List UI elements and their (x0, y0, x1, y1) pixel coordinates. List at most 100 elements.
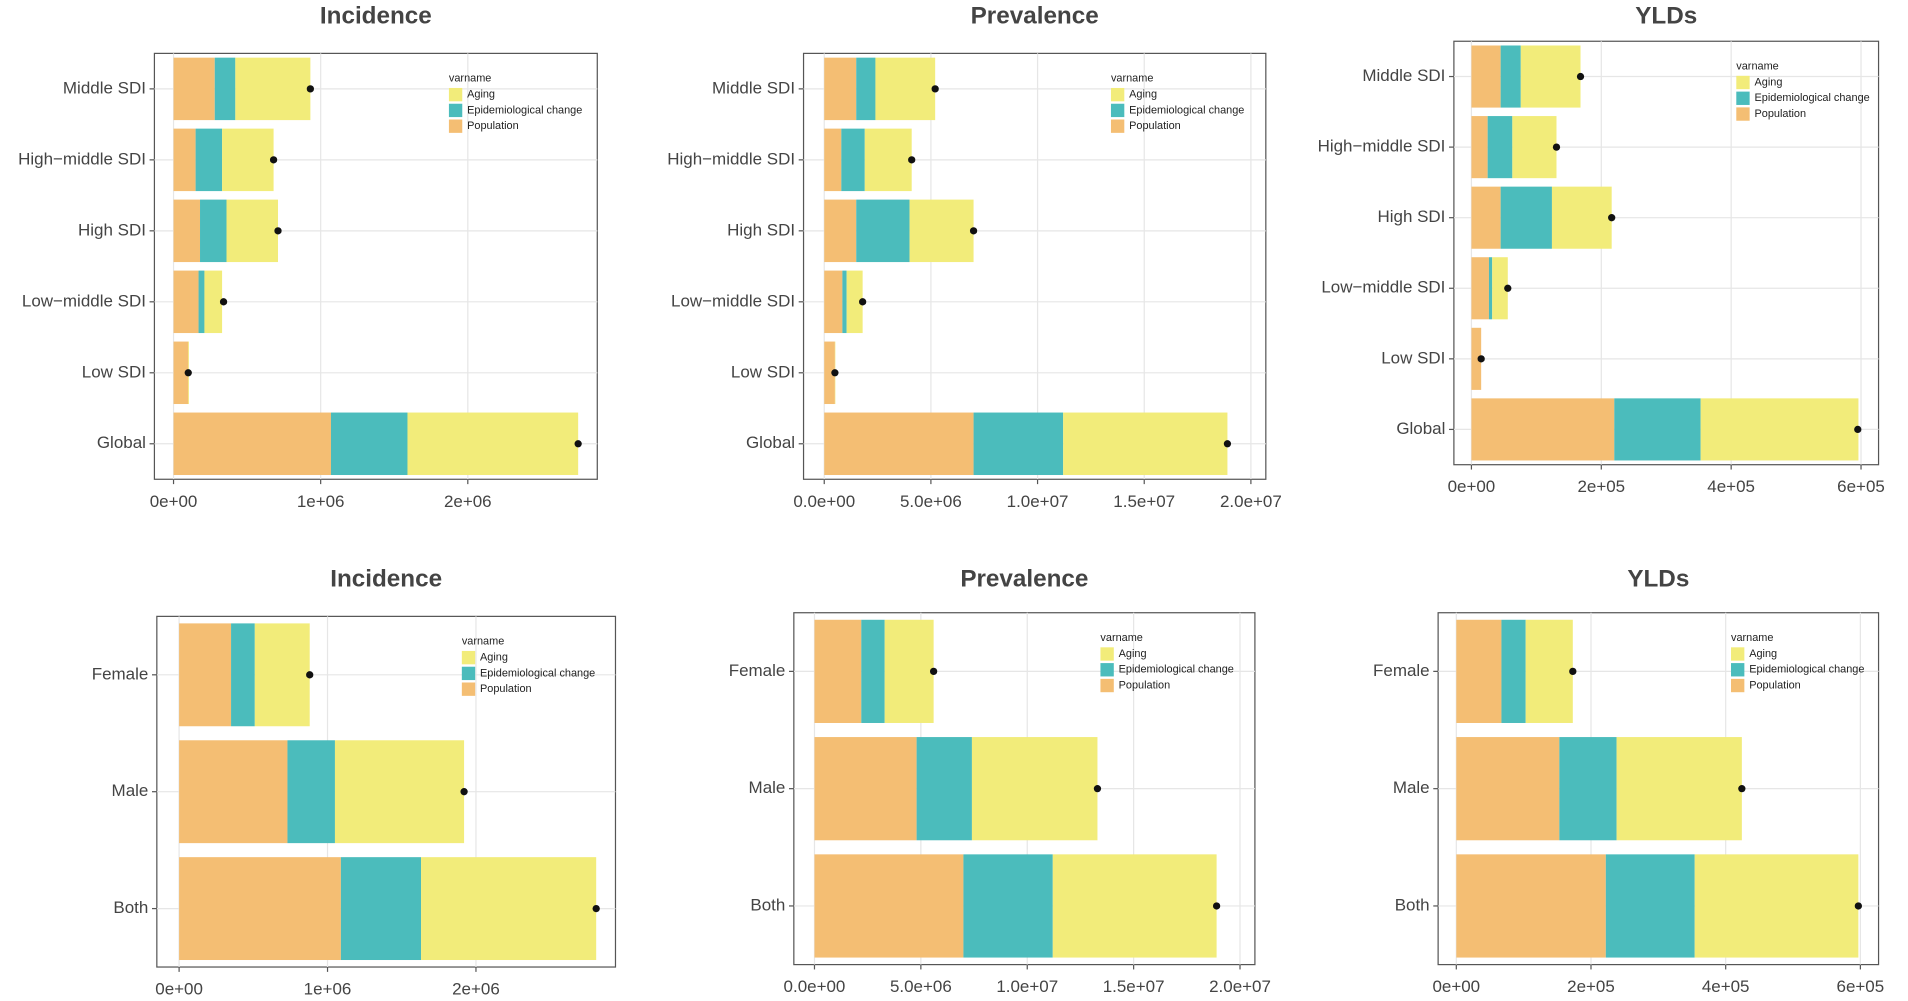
y-tick-label: Low−middle SDI (22, 291, 146, 310)
bar-segment (340, 857, 422, 961)
total-point (1093, 785, 1102, 793)
bar-segment (204, 270, 223, 334)
bar-segment (1559, 737, 1617, 841)
x-tick-label: 2.0e+07 (1209, 977, 1271, 996)
bar-segment (173, 199, 201, 263)
legend-swatch (1110, 103, 1125, 118)
legend-label: Population (1754, 108, 1806, 120)
bar-segment (231, 623, 255, 727)
total-point (306, 85, 315, 93)
bar-segment (173, 270, 199, 334)
bar-segment (1694, 854, 1859, 958)
legend-label: Aging (1119, 648, 1147, 660)
legend-title: varname (1731, 632, 1773, 644)
legend-swatch (1731, 663, 1745, 677)
bar-segment (200, 199, 227, 263)
legend-label: Epidemiological change (1754, 92, 1869, 104)
y-tick-label: Female (92, 664, 149, 683)
bar-segment (841, 128, 865, 192)
bar-segment (1700, 398, 1859, 461)
x-tick-label: 2e+05 (1567, 977, 1615, 996)
legend-swatch (1100, 678, 1114, 693)
total-point (269, 156, 278, 164)
y-tick-label: High SDI (78, 220, 146, 239)
chart-title: YLDs (1635, 2, 1697, 29)
bar-segment (973, 412, 1064, 476)
legend-swatch (1736, 91, 1750, 105)
bar-segment (179, 623, 232, 727)
legend-label: Population (1749, 679, 1801, 691)
legend-title: varname (1100, 632, 1142, 644)
bar-segment (824, 128, 842, 192)
bar-segment (842, 270, 847, 334)
legend-title: varname (1736, 61, 1778, 73)
y-tick-label: Low−middle SDI (1321, 278, 1445, 297)
total-point (1738, 785, 1746, 793)
total-point (1552, 143, 1561, 151)
total-point (969, 227, 978, 235)
total-point (1223, 440, 1232, 448)
legend-swatch (1736, 75, 1750, 90)
legend-label: Aging (1129, 89, 1157, 101)
total-point (858, 298, 867, 306)
y-tick-label: High SDI (727, 220, 795, 239)
y-tick-label: Middle SDI (1362, 66, 1445, 85)
x-tick-label: 5.0e+06 (890, 977, 952, 996)
bar-segment (916, 737, 972, 841)
chart: Prevalence 0.0e+00 5.0e+06 1.0e+07 1.5e+07 2.… (667, 2, 1282, 510)
total-point (1477, 355, 1485, 363)
y-tick-label: Middle SDI (712, 78, 795, 97)
chart: Prevalence 0.0e+00 5.0e+06 1.0e+07 1.5e+07 2.… (729, 565, 1271, 996)
bar-segment (1471, 398, 1615, 461)
x-tick-label: 1.0e+07 (996, 977, 1058, 996)
bar-segment (330, 412, 408, 476)
bar-segment (824, 199, 857, 263)
x-tick-label: 1e+06 (304, 980, 352, 999)
bar-segment (235, 57, 311, 121)
total-point (908, 156, 916, 164)
legend-swatch (1736, 107, 1750, 121)
total-point (929, 667, 938, 676)
legend-swatch (448, 87, 463, 102)
y-tick-label: Male (1393, 778, 1430, 797)
x-tick-label: 5.0e+06 (900, 492, 962, 511)
x-tick-label: 4e+05 (1702, 977, 1750, 996)
x-tick-label: 1.0e+07 (1007, 492, 1069, 511)
x-tick-label: 1.5e+07 (1113, 492, 1175, 511)
total-point (574, 440, 582, 448)
x-tick-label: 6e+05 (1837, 477, 1885, 496)
bar-segment (334, 740, 465, 844)
bar-segment (814, 737, 917, 841)
chart-title: Prevalence (971, 2, 1099, 29)
bar-segment (875, 57, 936, 121)
x-tick-label: 0e+00 (1432, 977, 1480, 996)
legend-title: varname (462, 636, 504, 648)
bar-segment (1471, 327, 1482, 390)
legend-label: Population (467, 120, 519, 132)
total-point (184, 369, 192, 377)
panel (802, 52, 1267, 480)
bar-segment (861, 619, 885, 723)
y-tick-label: Low SDI (731, 362, 795, 381)
y-tick-label: Low SDI (82, 362, 146, 381)
bar-segment (884, 619, 934, 723)
x-tick-label: 6e+05 (1837, 977, 1885, 996)
total-point (460, 788, 468, 796)
bar-segment (824, 412, 974, 476)
bar-segment (1487, 116, 1513, 179)
y-tick-label: Both (1395, 895, 1430, 914)
total-point (1608, 214, 1616, 222)
total-point (1854, 902, 1862, 910)
chart-title: Incidence (330, 565, 442, 592)
legend-label: Population (480, 683, 532, 695)
bar-segment (1501, 619, 1526, 723)
x-tick-label: 2e+06 (444, 492, 492, 511)
legend-swatch (461, 682, 476, 696)
y-tick-label: High−middle SDI (667, 149, 795, 168)
y-tick-label: High−middle SDI (1318, 137, 1446, 156)
x-tick-label: 4e+05 (1707, 477, 1755, 496)
legend-label: Aging (1749, 648, 1777, 660)
x-tick-label: 2e+06 (452, 980, 500, 999)
bar-segment (1488, 257, 1493, 320)
y-tick-label: Male (112, 781, 149, 800)
